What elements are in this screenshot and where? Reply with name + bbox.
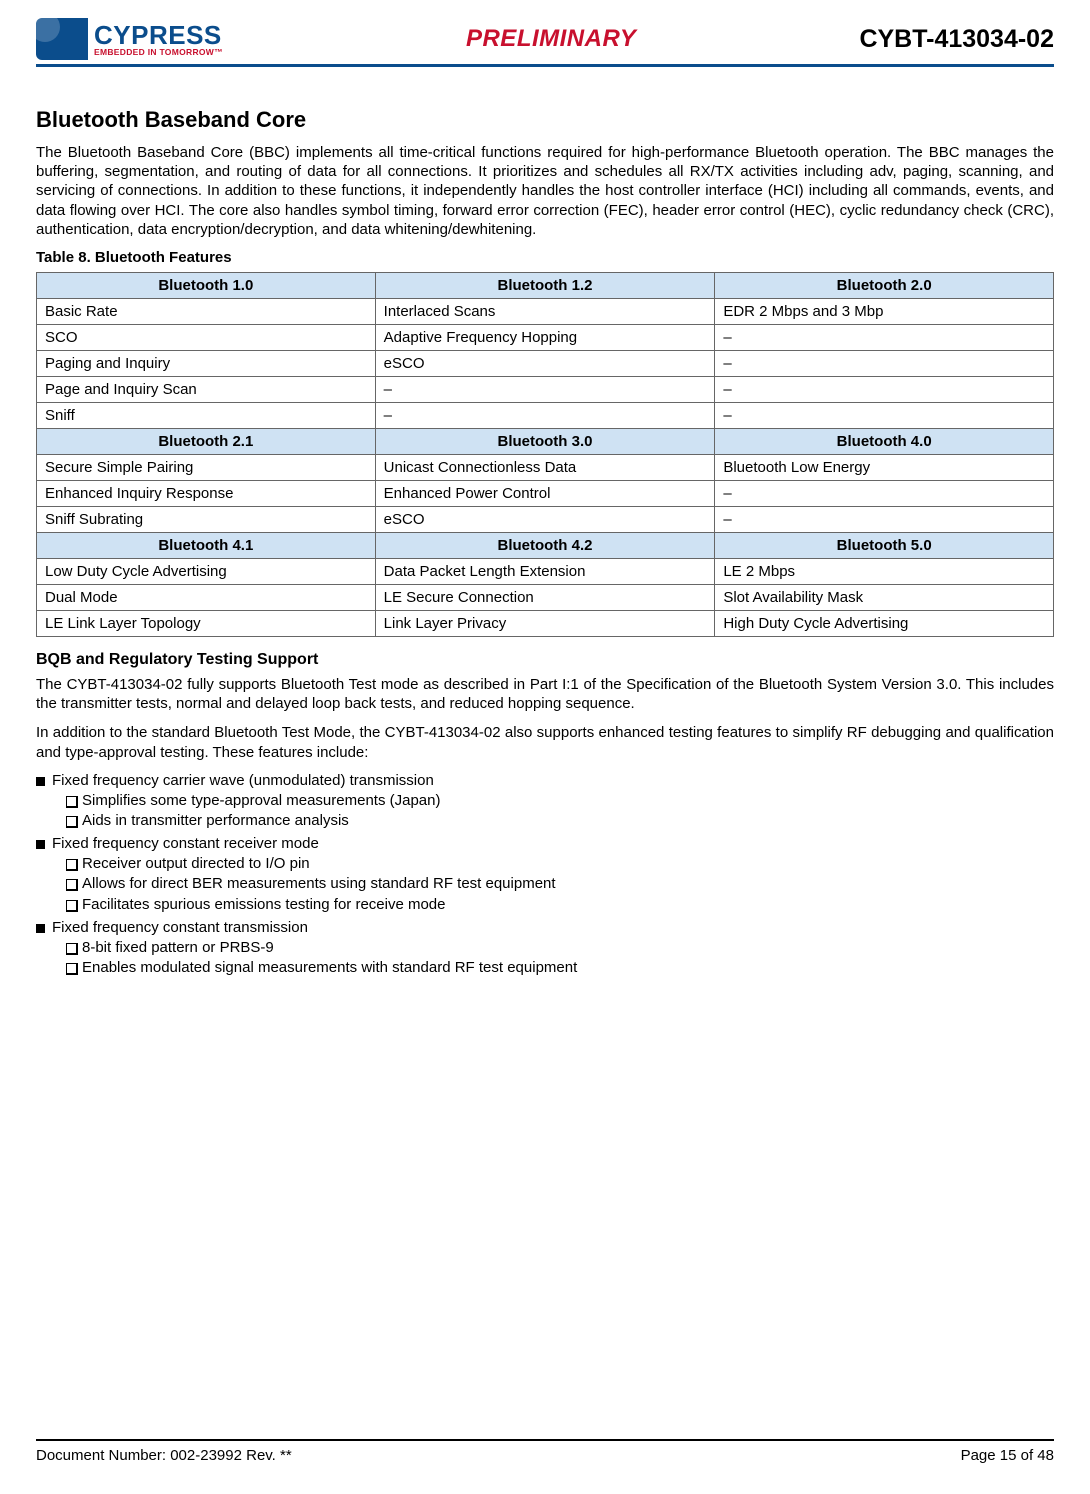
table-header-row: Bluetooth 1.0 Bluetooth 1.2 Bluetooth 2.… (37, 272, 1054, 298)
table-header: Bluetooth 5.0 (715, 532, 1054, 558)
table-cell: – (375, 376, 715, 402)
part-number: CYBT-413034-02 (859, 25, 1054, 54)
section-title: Bluetooth Baseband Core (36, 107, 1054, 133)
table-header: Bluetooth 1.2 (375, 272, 715, 298)
list-item-title: Fixed frequency constant transmission (52, 919, 308, 936)
table-header-row: Bluetooth 4.1 Bluetooth 4.2 Bluetooth 5.… (37, 532, 1054, 558)
table-cell: – (715, 350, 1054, 376)
table-cell: Basic Rate (37, 298, 376, 324)
table-cell: Paging and Inquiry (37, 350, 376, 376)
bqb-paragraph-1: The CYBT-413034-02 fully supports Blueto… (36, 675, 1054, 713)
page-header: CYPRESS EMBEDDED IN TOMORROW™ PRELIMINAR… (36, 18, 1054, 67)
table-cell: LE Link Layer Topology (37, 610, 376, 636)
table-header: Bluetooth 2.0 (715, 272, 1054, 298)
sublist-item: Facilitates spurious emissions testing f… (66, 895, 1054, 915)
sublist: Receiver output directed to I/O pin Allo… (66, 854, 1054, 915)
table-cell: Enhanced Power Control (375, 480, 715, 506)
table-header: Bluetooth 2.1 (37, 428, 376, 454)
logo-mark-icon (36, 18, 88, 60)
table-cell: – (715, 402, 1054, 428)
table-cell: – (715, 506, 1054, 532)
table-cell: Dual Mode (37, 584, 376, 610)
table-cell: eSCO (375, 350, 715, 376)
table-cell: Enhanced Inquiry Response (37, 480, 376, 506)
sublist: 8-bit fixed pattern or PRBS-9 Enables mo… (66, 938, 1054, 979)
table-cell: Data Packet Length Extension (375, 558, 715, 584)
preliminary-label: PRELIMINARY (243, 25, 860, 53)
list-item: Fixed frequency constant receiver mode R… (36, 835, 1054, 915)
table-row: Basic RateInterlaced ScansEDR 2 Mbps and… (37, 298, 1054, 324)
table-cell: Low Duty Cycle Advertising (37, 558, 376, 584)
table-cell: SCO (37, 324, 376, 350)
sublist-item: Allows for direct BER measurements using… (66, 874, 1054, 894)
sublist-item: Receiver output directed to I/O pin (66, 854, 1054, 874)
table-header: Bluetooth 1.0 (37, 272, 376, 298)
list-item: Fixed frequency constant transmission 8-… (36, 919, 1054, 979)
bluetooth-features-table: Bluetooth 1.0 Bluetooth 1.2 Bluetooth 2.… (36, 272, 1054, 637)
table-cell: Adaptive Frequency Hopping (375, 324, 715, 350)
table-cell: EDR 2 Mbps and 3 Mbp (715, 298, 1054, 324)
table-cell: Link Layer Privacy (375, 610, 715, 636)
table-header: Bluetooth 4.2 (375, 532, 715, 558)
table-cell: Slot Availability Mask (715, 584, 1054, 610)
table-cell: Unicast Connectionless Data (375, 454, 715, 480)
table-cell: – (715, 324, 1054, 350)
list-item-title: Fixed frequency carrier wave (unmodulate… (52, 772, 434, 789)
table-row: SCOAdaptive Frequency Hopping– (37, 324, 1054, 350)
table-row: LE Link Layer TopologyLink Layer Privacy… (37, 610, 1054, 636)
table-cell: Interlaced Scans (375, 298, 715, 324)
section-intro: The Bluetooth Baseband Core (BBC) implem… (36, 143, 1054, 239)
table-header: Bluetooth 4.0 (715, 428, 1054, 454)
table-row: Secure Simple PairingUnicast Connectionl… (37, 454, 1054, 480)
sublist-item: Enables modulated signal measurements wi… (66, 958, 1054, 978)
page-number: Page 15 of 48 (961, 1447, 1054, 1464)
table-cell: Sniff (37, 402, 376, 428)
table-header: Bluetooth 4.1 (37, 532, 376, 558)
document-number: Document Number: 002-23992 Rev. ** (36, 1447, 292, 1464)
bqb-heading: BQB and Regulatory Testing Support (36, 651, 1054, 669)
table-header: Bluetooth 3.0 (375, 428, 715, 454)
table-row: Enhanced Inquiry ResponseEnhanced Power … (37, 480, 1054, 506)
table-row: Dual ModeLE Secure ConnectionSlot Availa… (37, 584, 1054, 610)
table-cell: – (715, 376, 1054, 402)
table-row: Low Duty Cycle AdvertisingData Packet Le… (37, 558, 1054, 584)
bqb-paragraph-2: In addition to the standard Bluetooth Te… (36, 723, 1054, 761)
table-cell: LE Secure Connection (375, 584, 715, 610)
sublist-item: Simplifies some type-approval measuremen… (66, 791, 1054, 811)
brand-tagline: EMBEDDED IN TOMORROW™ (94, 48, 223, 57)
table-cell: Secure Simple Pairing (37, 454, 376, 480)
cypress-logo: CYPRESS EMBEDDED IN TOMORROW™ (36, 18, 223, 60)
page-footer: Document Number: 002-23992 Rev. ** Page … (36, 1439, 1054, 1464)
table-row: Sniff SubratingeSCO– (37, 506, 1054, 532)
table-header-row: Bluetooth 2.1 Bluetooth 3.0 Bluetooth 4.… (37, 428, 1054, 454)
logo-text: CYPRESS EMBEDDED IN TOMORROW™ (94, 22, 223, 57)
table-cell: Sniff Subrating (37, 506, 376, 532)
table-caption: Table 8. Bluetooth Features (36, 249, 1054, 266)
sublist-item: Aids in transmitter performance analysis (66, 811, 1054, 831)
table-cell: Bluetooth Low Energy (715, 454, 1054, 480)
sublist: Simplifies some type-approval measuremen… (66, 791, 1054, 832)
brand-name: CYPRESS (94, 22, 223, 48)
list-item: Fixed frequency carrier wave (unmodulate… (36, 772, 1054, 832)
table-cell: High Duty Cycle Advertising (715, 610, 1054, 636)
table-cell: LE 2 Mbps (715, 558, 1054, 584)
table-cell: eSCO (375, 506, 715, 532)
list-item-title: Fixed frequency constant receiver mode (52, 835, 319, 852)
table-row: Paging and InquiryeSCO– (37, 350, 1054, 376)
table-cell: – (715, 480, 1054, 506)
table-row: Page and Inquiry Scan–– (37, 376, 1054, 402)
table-row: Sniff–– (37, 402, 1054, 428)
sublist-item: 8-bit fixed pattern or PRBS-9 (66, 938, 1054, 958)
feature-list: Fixed frequency carrier wave (unmodulate… (36, 772, 1054, 979)
table-cell: – (375, 402, 715, 428)
table-cell: Page and Inquiry Scan (37, 376, 376, 402)
